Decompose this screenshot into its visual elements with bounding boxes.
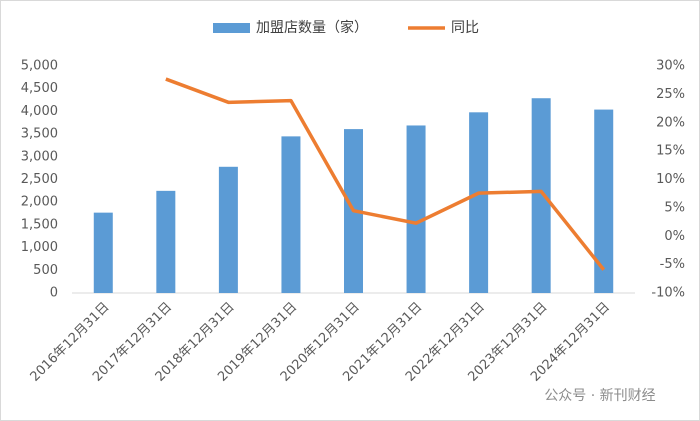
y2-tick-label: 20% (656, 115, 685, 130)
bar (218, 166, 238, 293)
legend-label: 同比 (451, 20, 479, 36)
y-tick-label: 2,500 (21, 172, 58, 187)
y2-tick-label: 10% (656, 172, 685, 187)
y-tick-label: 500 (33, 263, 58, 278)
legend-label: 加盟店数量（家） (256, 19, 368, 36)
y2-tick-label: 30% (656, 59, 685, 74)
legend-swatch (213, 23, 250, 33)
y-tick-label: 1,500 (21, 217, 58, 232)
y-tick-label: 4,000 (21, 104, 58, 119)
y-tick-label: 2,000 (21, 195, 58, 210)
y-tick-label: 3,000 (21, 149, 58, 164)
y-tick-label: 3,500 (21, 127, 58, 142)
bar (281, 136, 301, 293)
y-tick-label: 4,500 (21, 81, 58, 96)
line (165, 77, 606, 271)
bar (406, 125, 426, 293)
bar (531, 98, 551, 293)
y-tick-label: 5,000 (21, 59, 58, 74)
bar (594, 109, 614, 293)
y2-tick-label: 15% (656, 144, 685, 159)
y2-tick-label: 5% (664, 200, 685, 215)
y2-tick-label: 0% (664, 229, 685, 244)
watermark: 公众号 · 新刊财经 (544, 388, 655, 404)
bar (469, 112, 489, 293)
y2-tick-label: 25% (656, 87, 685, 102)
bar (156, 190, 176, 293)
y2-tick-label: -10% (651, 286, 685, 301)
legend: 加盟店数量（家） 同比 (213, 19, 479, 36)
bar (93, 212, 113, 293)
y2-tick-label: -5% (660, 257, 685, 272)
y-tick-label: 0 (50, 286, 58, 301)
y-tick-label: 1,000 (21, 240, 58, 255)
